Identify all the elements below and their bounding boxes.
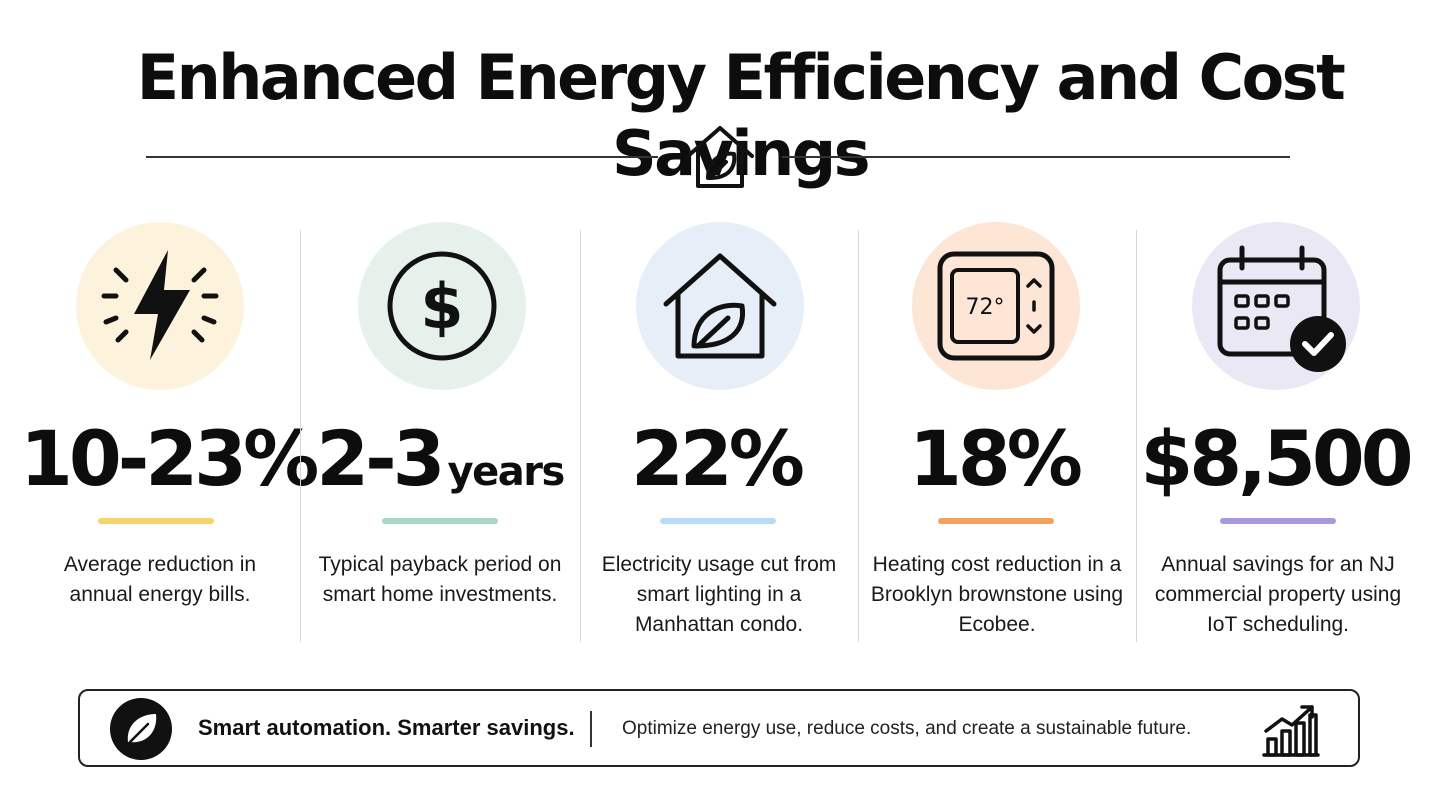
- accent-bar: [938, 518, 1054, 524]
- stat-card-commercial: $8,500 Annual savings for an NJ commerci…: [1136, 222, 1420, 642]
- stat-value: 10-23%: [20, 414, 319, 503]
- thermostat-icon: 72°: [912, 222, 1080, 390]
- footer-text: Optimize energy use, reduce costs, and c…: [622, 718, 1192, 739]
- stat-description: Typical payback period on smart home inv…: [318, 553, 562, 606]
- leaf-icon: [110, 698, 172, 760]
- stat-description: Heating cost reduction in a Brooklyn bro…: [870, 553, 1124, 636]
- accent-bar: [660, 518, 776, 524]
- stat-value: 2-3 years: [316, 414, 565, 503]
- stat-value: 18%: [909, 414, 1083, 503]
- stat-card-energy-bills: 10-23% Average reduction in annual energ…: [20, 222, 319, 642]
- icon-circle: [636, 222, 804, 390]
- stats-row: 10-23% Average reduction in annual energ…: [20, 222, 1420, 642]
- divider-line-right: [782, 156, 1290, 158]
- house-leaf-icon: [684, 122, 756, 190]
- stat-description: Electricity usage cut from smart lightin…: [601, 553, 837, 636]
- stat-value: 22%: [631, 414, 805, 503]
- accent-bar: [98, 518, 214, 524]
- stat-card-lighting: 22% Electricity usage cut from smart lig…: [580, 222, 858, 642]
- accent-bar: [1220, 518, 1336, 524]
- stat-description: Annual savings for an NJ commercial prop…: [1154, 553, 1402, 636]
- svg-text:72°: 72°: [966, 295, 1005, 320]
- footer-tagline: Smart automation. Smarter savings.: [198, 715, 575, 740]
- dollar-icon: $: [358, 222, 526, 390]
- icon-circle: $: [358, 222, 526, 390]
- accent-bar: [382, 518, 498, 524]
- footer-separator: [590, 711, 592, 747]
- lightning-icon: [76, 222, 244, 390]
- calendar-check-icon: [1192, 222, 1360, 390]
- footer-banner: Smart automation. Smarter savings. Optim…: [78, 689, 1360, 767]
- stat-card-heating: 72° 18% Heating cost reduction in a Broo…: [858, 222, 1136, 642]
- icon-circle: [1192, 222, 1360, 390]
- icon-circle: 72°: [912, 222, 1080, 390]
- divider-line-left: [146, 156, 658, 158]
- stat-card-payback: $ 2-3 years Typical payback period on sma…: [300, 222, 580, 642]
- stat-description: Average reduction in annual energy bills…: [63, 553, 257, 606]
- growth-chart-icon: [1260, 701, 1320, 759]
- house-leaf-icon: [636, 222, 804, 390]
- icon-circle: [76, 222, 244, 390]
- svg-text:$: $: [420, 270, 463, 343]
- stat-value: $8,500: [1140, 414, 1413, 503]
